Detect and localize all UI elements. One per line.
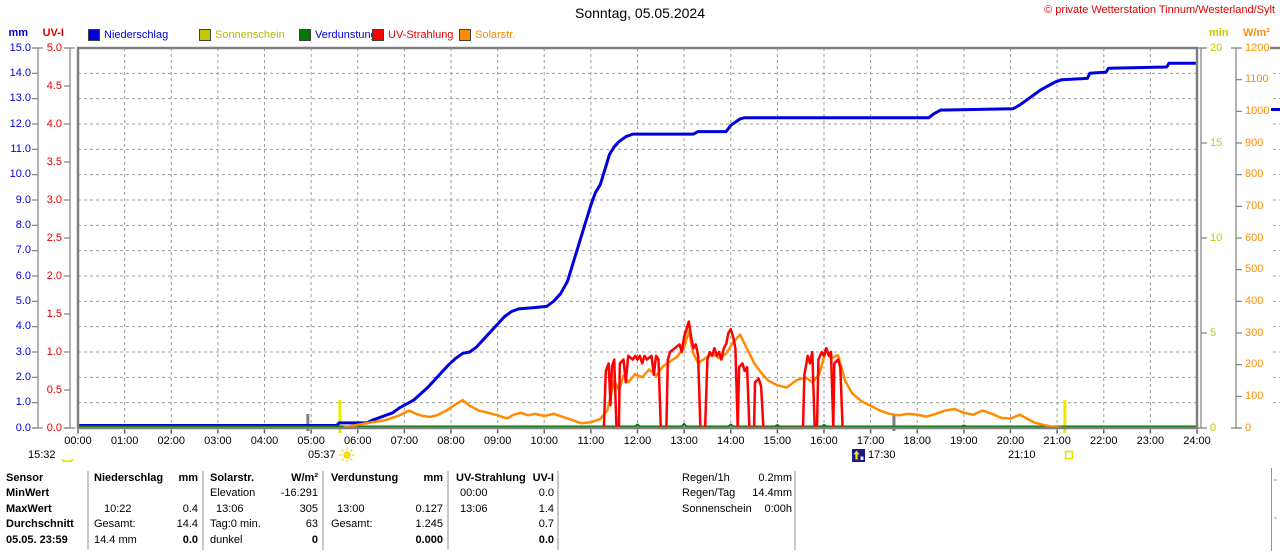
sunset-annotation: 21:10 xyxy=(1008,448,1074,462)
legend-item-uv-strahlung: UV-Strahlung xyxy=(372,29,453,41)
series-niederschlag xyxy=(78,61,1197,427)
legend-label: UV-Strahlung xyxy=(388,29,454,41)
summary-solarstr-column: Solarstr. W/m² Elevation -16.291 13:06 305 … xyxy=(210,471,318,548)
summary-verdunstung-column: Verdunstung mm 13:00 0.127 Gesamt: 1.245 0.… xyxy=(331,471,443,548)
legend-item-sonnenschein: Sonnenschein xyxy=(199,29,285,41)
col-title: UV-Strahlung xyxy=(456,472,526,484)
summary-row-label: 05.05. 23:59 xyxy=(6,533,68,546)
verdunstung-swatch xyxy=(299,29,311,41)
plot-border xyxy=(76,46,1199,430)
cell-label: Gesamt: xyxy=(94,518,136,531)
moonset-icon xyxy=(852,448,865,462)
summary-row-label: MinWert xyxy=(6,487,50,500)
station-copyright: © private Wetterstation Tinnum/Westerlan… xyxy=(1044,4,1275,16)
cell-value: 305 xyxy=(299,502,318,515)
moon-icon xyxy=(61,457,74,462)
legend-label: Niederschlag xyxy=(104,29,169,41)
cell-label: 13:06 xyxy=(460,502,488,515)
summary-row-label: Durchschnitt xyxy=(6,518,74,531)
summary-sensor-column: Sensor MinWert MaxWert Durchschnitt 05.0… xyxy=(6,471,84,548)
cell-value: 0.0 xyxy=(182,533,198,546)
col-title: Verdunstung xyxy=(331,472,399,484)
legend-label: Solarstr. xyxy=(475,29,516,41)
col-unit: W/m² xyxy=(291,472,318,484)
cell-value: 63 xyxy=(305,518,318,531)
cell-value: 14.4 xyxy=(176,518,198,531)
cell-label: Sonnenschein xyxy=(682,502,752,515)
col-unit: mm xyxy=(423,472,443,484)
sonnenschein-swatch xyxy=(199,29,211,41)
axis-unit-mm: mm xyxy=(8,27,28,39)
legend-label: Verdunstung xyxy=(315,29,377,41)
cell-value: 1.245 xyxy=(415,518,443,531)
cell-label: dunkel xyxy=(210,533,243,546)
cell-value: 0.2mm xyxy=(758,472,792,484)
moonrise-annotation: 15:32 xyxy=(28,448,76,462)
niederschlag-swatch xyxy=(88,29,100,41)
legend-label: Sonnenschein xyxy=(215,29,285,41)
legend-item-solarstr: Solarstr. xyxy=(459,29,515,41)
col-unit: UV-I xyxy=(532,472,554,484)
moonrise-time: 15:32 xyxy=(28,449,56,461)
cell-label: Gesamt: xyxy=(331,518,373,531)
legend-item-niederschlag: Niederschlag xyxy=(88,29,168,41)
sun-icon xyxy=(339,447,355,463)
sunrise-annotation: 05:37 xyxy=(308,447,355,463)
solarstr-swatch xyxy=(459,29,471,41)
cell-value: 0 xyxy=(311,533,318,546)
legend-item-verdunstung: Verdunstung xyxy=(299,29,377,41)
moonset-time: 17:30 xyxy=(868,449,896,461)
summary-niederschlag-column: Niederschlag mm 10:22 0.4 Gesamt: 14.4 14.4… xyxy=(94,471,198,548)
cell-value: 1.4 xyxy=(538,502,554,515)
cell-value: 14.4mm xyxy=(752,487,792,500)
uv-swatch xyxy=(372,29,384,41)
sunrise-time: 05:37 xyxy=(308,449,336,461)
axis-unit-min: min xyxy=(1209,27,1229,39)
summary-row-label: Sensor xyxy=(6,472,44,484)
page-title: Sonntag, 05.05.2024 xyxy=(574,5,705,21)
cell-value: 0.4 xyxy=(182,502,198,515)
axis-unit-uvi: UV-I xyxy=(42,27,64,39)
summary-row-label: MaxWert xyxy=(6,502,52,515)
cell-value: 0:00h xyxy=(764,502,792,515)
cell-value: 0.127 xyxy=(415,502,443,515)
cell-value: 0.0 xyxy=(538,487,554,500)
cell-value: -16.291 xyxy=(280,487,318,500)
moonset-annotation: 17:30 xyxy=(852,448,896,462)
axis-unit-wm2: W/m² xyxy=(1243,27,1270,39)
cell-value: 0.0 xyxy=(538,533,554,546)
cell-value: 0.7 xyxy=(538,518,554,531)
cell-label: Regen/1h xyxy=(682,472,730,484)
col-title: Solarstr. xyxy=(210,472,255,484)
series-solarstr. xyxy=(343,330,1067,430)
cell-label: 14.4 mm xyxy=(94,533,137,546)
summary-regen-column: Regen/1h 0.2mm Regen/Tag 14.4mm Sonnensche… xyxy=(682,471,792,517)
col-title: Niederschlag xyxy=(94,472,164,484)
col-unit: mm xyxy=(178,472,198,484)
cell-label: 13:06 xyxy=(216,502,244,515)
sunset-icon xyxy=(1064,450,1074,460)
cell-value: 0.000 xyxy=(415,533,443,546)
cell-label: Tag:0 min. xyxy=(210,518,261,531)
cell-label: 13:00 xyxy=(337,502,365,515)
cell-label: Regen/Tag xyxy=(682,487,736,500)
series-uv-strahlung xyxy=(602,320,844,430)
cell-label: 10:22 xyxy=(104,502,132,515)
cell-label: Elevation xyxy=(210,487,256,500)
summary-uv-column: UV-Strahlung UV-I 00:00 0.0 13:06 1.4 0.7 0… xyxy=(456,471,554,548)
sunset-time: 21:10 xyxy=(1008,449,1036,461)
cell-label: 00:00 xyxy=(460,487,488,500)
